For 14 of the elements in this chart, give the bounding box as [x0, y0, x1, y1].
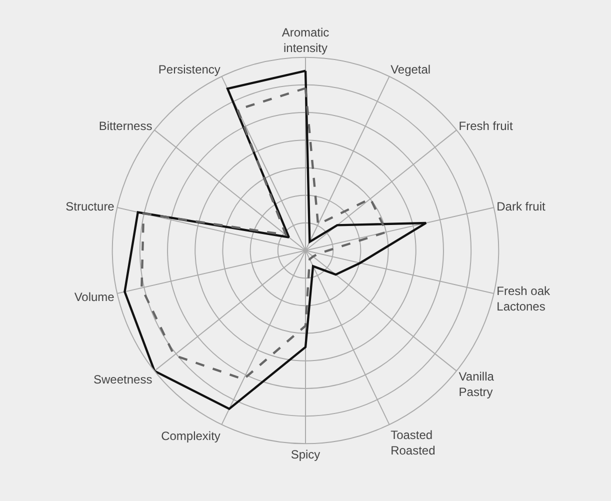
spoke-label: Dark fruit — [496, 199, 546, 214]
spoke-label: Vanilla Pastry — [458, 370, 494, 400]
spoke-label: Aromatic intensity — [282, 25, 330, 56]
spoke-label: Persistency — [158, 62, 220, 77]
spoke-label: Volume — [74, 290, 115, 304]
spoke-label: Bitterness — [98, 119, 152, 134]
spoke-label: Structure — [66, 199, 115, 214]
spoke-label: Complexity — [161, 428, 220, 443]
spoke-label: Spicy — [290, 448, 320, 462]
spoke-label: Fresh fruit — [458, 119, 514, 134]
spoke-label: Vegetal — [390, 62, 431, 77]
spoke-label: Sweetness — [94, 372, 152, 387]
spoke-label: Toasted Roasted — [390, 428, 436, 458]
spoke-label: Fresh oak Lactones — [496, 284, 552, 314]
